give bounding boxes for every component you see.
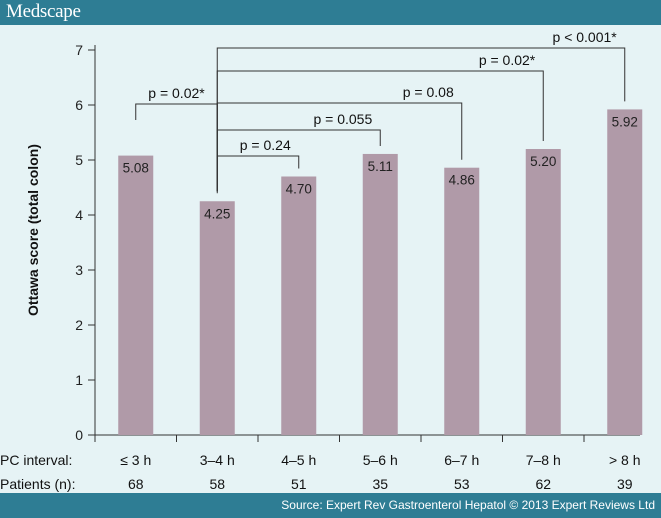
p-value-label: p < 0.001* [553,29,618,45]
x-category-label: > 8 h [609,452,641,468]
y-tick-label: 2 [75,317,83,333]
bar-value-label: 4.70 [286,182,312,197]
bar-value-label: 5.20 [530,154,556,169]
x-category-label: ≤ 3 h [120,452,151,468]
patient-count-label: 35 [372,476,388,492]
p-value-label: p = 0.02* [148,85,205,101]
bar [607,109,643,436]
bar [362,153,398,435]
p-value-label: p = 0.08 [403,84,454,100]
x-category-label: 7–8 h [526,452,561,468]
patient-count-label: 39 [617,476,633,492]
patients-row-label: Patients (n): [0,476,75,492]
y-tick-label: 0 [75,427,83,443]
bar-value-label: 5.08 [123,161,149,176]
bar-value-label: 4.86 [449,173,475,188]
p-value-label: p = 0.055 [313,111,372,127]
y-tick-label: 7 [75,42,83,58]
x-category-label: 5–6 h [363,452,398,468]
p-value-label: p = 0.02* [479,52,536,68]
source-caption: Source: Expert Rev Gastroenterol Hepatol… [281,498,655,512]
patient-count-label: 62 [535,476,551,492]
y-tick-label: 4 [75,207,83,223]
bar [525,149,561,435]
footer-bar: Source: Expert Rev Gastroenterol Hepatol… [0,493,661,518]
bar [444,167,480,435]
bar-value-label: 5.92 [612,114,638,129]
bar [118,155,154,435]
bar-value-label: 4.25 [204,206,230,221]
p-value-label: p = 0.24 [240,137,291,153]
y-tick-label: 3 [75,262,83,278]
medscape-logo: Medscape [6,1,81,22]
y-tick-label: 1 [75,372,83,388]
bar-value-label: 5.11 [368,159,393,174]
x-category-label: 6–7 h [444,452,479,468]
x-category-label: 4–5 h [281,452,316,468]
y-tick-label: 5 [75,152,83,168]
y-tick-label: 6 [75,97,83,113]
significance-bracket [216,47,626,192]
x-category-label: 3–4 h [200,452,235,468]
patient-count-label: 51 [291,476,307,492]
bar [199,201,235,435]
patient-count-label: 68 [128,476,144,492]
pc-interval-row-label: PC interval: [0,452,72,468]
patient-count-label: 58 [209,476,225,492]
bar [281,176,317,435]
header-bar: Medscape [0,0,661,25]
y-axis-title: Ottawa score (total colon) [25,144,41,316]
patient-count-label: 53 [454,476,470,492]
